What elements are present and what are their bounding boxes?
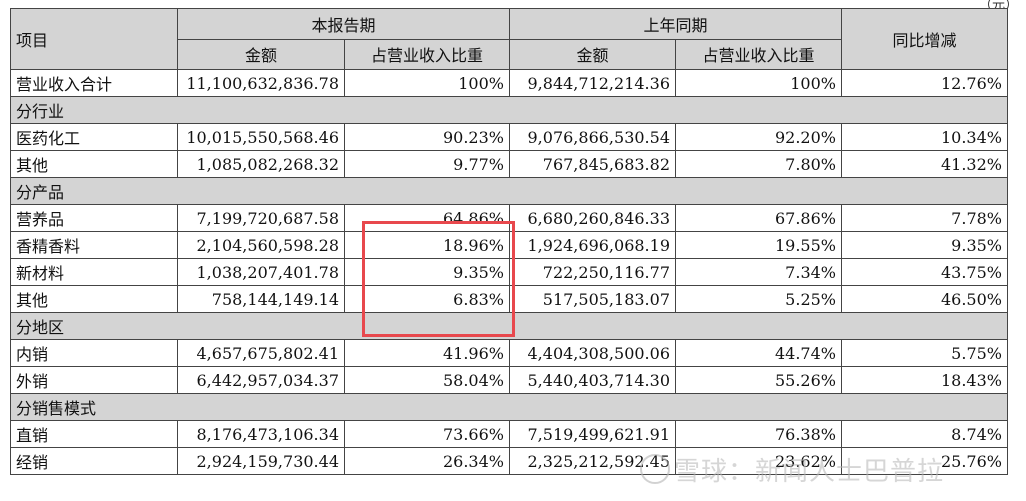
- header-prior-period: 上年同期: [509, 8, 842, 40]
- prev-amount-cell: 5,440,403,714.30: [509, 366, 676, 394]
- table-row: 医药化工 10,015,550,568.46 90.23% 9,076,866,530…: [10, 123, 1008, 151]
- cur-amount-cell: 8,176,473,106.34: [177, 420, 345, 448]
- table-row-total: 营业收入合计 11,100,632,836.78 100% 9,844,712,…: [10, 69, 1008, 97]
- cur-share-cell: 73.66%: [344, 420, 510, 448]
- prev-share-cell: 19.55%: [675, 231, 842, 259]
- cur-amount-cell: 1,085,082,268.32: [177, 150, 345, 178]
- prev-amount-cell: 722,250,116.77: [509, 258, 676, 286]
- cur-share-cell: 90.23%: [344, 123, 510, 151]
- cur-amount-cell: 4,657,675,802.41: [177, 339, 345, 367]
- row-label: 其他: [10, 285, 178, 313]
- cur-amount-cell: 2,104,560,598.28: [177, 231, 345, 259]
- header-cur-amount: 金额: [177, 38, 345, 70]
- prev-share-cell: 44.74%: [675, 339, 842, 367]
- row-label: 外销: [10, 366, 178, 394]
- row-label: 营业收入合计: [10, 69, 178, 97]
- cur-amount-cell: 11,100,632,836.78: [177, 69, 345, 97]
- revenue-breakdown-table: 项目 本报告期 上年同期 同比增减 金额 占营业收入比重 金额 占营业收入比重 …: [10, 8, 1008, 475]
- table-row: 内销 4,657,675,802.41 41.96% 4,404,308,500.06…: [10, 339, 1008, 367]
- section-title: 分地区: [10, 312, 1008, 340]
- cur-amount-cell: 1,038,207,401.78: [177, 258, 345, 286]
- yoy-cell: 41.32%: [841, 150, 1008, 178]
- cur-share-cell: 26.34%: [344, 447, 510, 475]
- prev-amount-cell: 6,680,260,846.33: [509, 204, 676, 232]
- header-prev-amount: 金额: [509, 38, 676, 70]
- yoy-cell: 18.43%: [841, 366, 1008, 394]
- section-header-row: 分销售模式: [10, 393, 1008, 421]
- yoy-cell: 10.34%: [841, 123, 1008, 151]
- prev-amount-cell: 9,076,866,530.54: [509, 123, 676, 151]
- section-title: 分销售模式: [10, 393, 1008, 421]
- prev-amount-cell: 7,519,499,621.91: [509, 420, 676, 448]
- cur-share-cell: 58.04%: [344, 366, 510, 394]
- yoy-cell: 9.35%: [841, 231, 1008, 259]
- prev-amount-cell: 9,844,712,214.36: [509, 69, 676, 97]
- row-label: 其他: [10, 150, 178, 178]
- prev-share-cell: 7.34%: [675, 258, 842, 286]
- header-current-period: 本报告期: [177, 8, 510, 40]
- yoy-cell: 8.74%: [841, 420, 1008, 448]
- prev-share-cell: 5.25%: [675, 285, 842, 313]
- yoy-cell: 43.75%: [841, 258, 1008, 286]
- section-header-row: 分地区: [10, 312, 1008, 340]
- cur-amount-cell: 7,199,720,687.58: [177, 204, 345, 232]
- section-header-row: 分产品: [10, 177, 1008, 205]
- yoy-cell: 25.76%: [841, 447, 1008, 475]
- cur-share-cell: 9.35%: [344, 258, 510, 286]
- row-label: 营养品: [10, 204, 178, 232]
- yoy-cell: 12.76%: [841, 69, 1008, 97]
- prev-share-cell: 76.38%: [675, 420, 842, 448]
- prev-amount-cell: 4,404,308,500.06: [509, 339, 676, 367]
- cur-amount-cell: 6,442,957,034.37: [177, 366, 345, 394]
- prev-amount-cell: 517,505,183.07: [509, 285, 676, 313]
- row-label: 内销: [10, 339, 178, 367]
- prev-share-cell: 92.20%: [675, 123, 842, 151]
- table-row: 其他 758,144,149.14 6.83% 517,505,183.07 5.25%…: [10, 285, 1008, 313]
- table-row: 香精香料 2,104,560,598.28 18.96% 1,924,696,068.…: [10, 231, 1008, 259]
- yoy-cell: 7.78%: [841, 204, 1008, 232]
- header-item: 项目: [10, 8, 178, 70]
- prev-amount-cell: 2,325,212,592.45: [509, 447, 676, 475]
- header-cur-share: 占营业收入比重: [344, 38, 510, 70]
- prev-share-cell: 23.62%: [675, 447, 842, 475]
- prev-share-cell: 67.86%: [675, 204, 842, 232]
- cur-share-cell: 100%: [344, 69, 510, 97]
- prev-amount-cell: 767,845,683.82: [509, 150, 676, 178]
- cur-amount-cell: 2,924,159,730.44: [177, 447, 345, 475]
- cur-share-cell: 18.96%: [344, 231, 510, 259]
- cur-share-cell: 41.96%: [344, 339, 510, 367]
- row-label: 经销: [10, 447, 178, 475]
- prev-share-cell: 55.26%: [675, 366, 842, 394]
- prev-amount-cell: 1,924,696,068.19: [509, 231, 676, 259]
- header-yoy: 同比增减: [841, 8, 1008, 70]
- row-label: 直销: [10, 420, 178, 448]
- table-row: 外销 6,442,957,034.37 58.04% 5,440,403,714.30…: [10, 366, 1008, 394]
- row-label: 医药化工: [10, 123, 178, 151]
- cur-share-cell: 64.86%: [344, 204, 510, 232]
- prev-share-cell: 100%: [675, 69, 842, 97]
- header-prev-share: 占营业收入比重: [675, 38, 842, 70]
- yoy-cell: 46.50%: [841, 285, 1008, 313]
- row-label: 香精香料: [10, 231, 178, 259]
- section-title: 分行业: [10, 96, 1008, 124]
- table-row: 营养品 7,199,720,687.58 64.86% 6,680,260,846.3…: [10, 204, 1008, 232]
- section-header-row: 分行业: [10, 96, 1008, 124]
- yoy-cell: 5.75%: [841, 339, 1008, 367]
- table-row: 新材料 1,038,207,401.78 9.35% 722,250,116.77 7.…: [10, 258, 1008, 286]
- row-label: 新材料: [10, 258, 178, 286]
- prev-share-cell: 7.80%: [675, 150, 842, 178]
- table-row: 其他 1,085,082,268.32 9.77% 767,845,683.82 7.8…: [10, 150, 1008, 178]
- cur-amount-cell: 758,144,149.14: [177, 285, 345, 313]
- table-row: 直销 8,176,473,106.34 73.66% 7,519,499,621.91…: [10, 420, 1008, 448]
- cur-amount-cell: 10,015,550,568.46: [177, 123, 345, 151]
- cur-share-cell: 6.83%: [344, 285, 510, 313]
- cur-share-cell: 9.77%: [344, 150, 510, 178]
- section-title: 分产品: [10, 177, 1008, 205]
- table-row: 经销 2,924,159,730.44 26.34% 2,325,212,592.45…: [10, 447, 1008, 475]
